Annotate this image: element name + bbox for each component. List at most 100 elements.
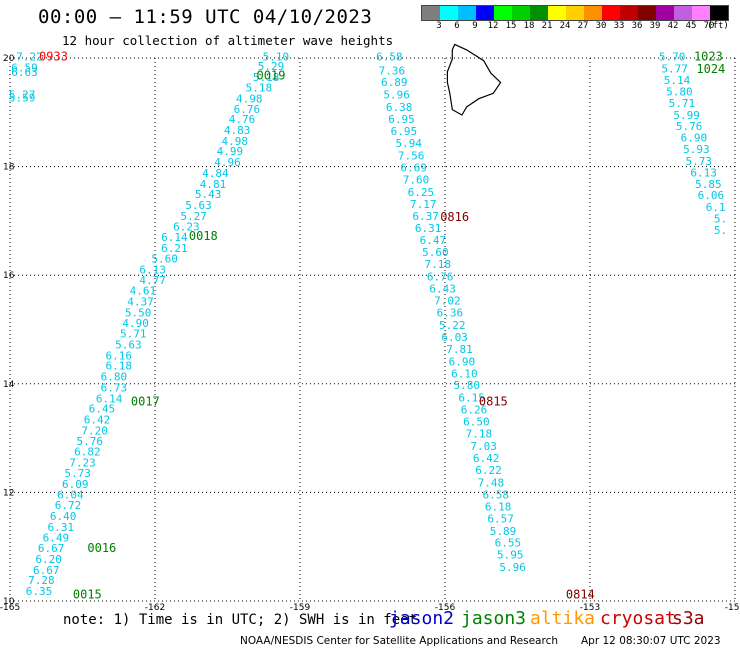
wave-height-value: 6.42 <box>473 452 500 465</box>
wave-height-value: 4.98 <box>236 93 263 106</box>
wave-height-value: 7.18 <box>466 428 493 441</box>
wave-height-value: 6.55 <box>495 537 522 550</box>
wave-height-value: 6.49 <box>43 531 70 544</box>
colorbar-tick-label: 3 <box>436 21 442 31</box>
mission-altika: altika <box>530 608 596 629</box>
pass-time-label: 0933 <box>39 50 68 64</box>
wave-height-value: 6.10 <box>451 367 478 380</box>
wave-height-value: 4.84 <box>202 167 229 180</box>
wave-height-value: 6.63 <box>11 66 38 79</box>
wave-height-value: 6.06 <box>698 189 725 202</box>
wave-height-colorbar <box>421 5 729 21</box>
wave-height-value: 7.20 <box>81 424 108 437</box>
wave-height-value: 4.83 <box>224 124 251 137</box>
wave-height-value: 6.40 <box>50 510 77 523</box>
mission-cryosat: cryosat <box>600 608 676 629</box>
wave-height-value: 6.58 <box>376 51 403 64</box>
wave-height-value: 5. <box>714 213 727 226</box>
colorbar-tick-label: 9 <box>472 21 478 31</box>
credit-line: NOAA/NESDIS Center for Satellite Applica… <box>240 635 558 647</box>
wave-height-value: 6.80 <box>101 371 128 384</box>
pass-time-label: 0019 <box>257 69 286 83</box>
wave-height-value: 5.10 <box>263 51 290 64</box>
colorbar-swatch <box>620 6 638 20</box>
wave-height-value: 6.43 <box>429 283 456 296</box>
wave-height-value: 5.60 <box>422 246 449 259</box>
wave-height-value: 4.77 <box>139 274 166 287</box>
wave-height-value: 4.99 <box>217 145 244 158</box>
wave-height-value: 7.02 <box>434 295 461 308</box>
colorbar-swatch <box>422 6 440 20</box>
pass-time-label: 1024 <box>696 62 725 76</box>
wave-height-value: 6.21 <box>161 242 188 255</box>
wave-height-value: 7.81 <box>446 343 473 356</box>
wave-height-value: 5.95 <box>497 549 524 562</box>
wave-height-value: 6.57 <box>487 512 514 525</box>
wave-height-value: 6.14 <box>96 392 123 405</box>
wave-height-value: 7.36 <box>379 64 406 77</box>
wave-height-value: 5.63 <box>185 199 212 212</box>
wave-height-value: 6.38 <box>386 101 413 114</box>
pass-time-label: 0017 <box>131 395 160 409</box>
wave-height-value: 5.93 <box>683 143 710 156</box>
colorbar-tick-label: 21 <box>541 21 553 31</box>
wave-height-value: 6.14 <box>161 231 188 244</box>
satellite-tracks: 5.105.295.185.184.986.764.764.834.984.99… <box>9 50 727 602</box>
colorbar-tick-label: 42 <box>667 21 679 31</box>
pass-time-label: 0815 <box>479 395 508 409</box>
latitude-label: 10 <box>3 597 15 607</box>
colorbar-swatch <box>638 6 656 20</box>
colorbar-swatch <box>602 6 620 20</box>
wave-height-value: 6.35 <box>26 585 53 598</box>
pass-time-label: 1023 <box>694 50 723 64</box>
wave-height-value: 6.04 <box>57 488 84 501</box>
wave-height-value: 6.09 <box>62 478 89 491</box>
wave-height-value: 7.23 <box>69 456 96 469</box>
longitude-label: -153 <box>580 603 600 613</box>
colorbar-tick-label: 6 <box>454 21 460 31</box>
hawaii-coastline <box>446 43 502 116</box>
wave-height-value: 6.37 <box>412 210 439 223</box>
wave-height-value: 5.80 <box>666 85 693 98</box>
colorbar-swatch <box>584 6 602 20</box>
colorbar-tick-label: 18 <box>523 21 535 31</box>
colorbar-swatch <box>548 6 566 20</box>
wave-height-value: 6.36 <box>437 306 464 319</box>
pass-time-label: 0016 <box>87 541 116 555</box>
colorbar-tick-label: (ft) <box>707 21 729 31</box>
colorbar-tick-label: 12 <box>487 21 499 31</box>
wave-height-value: 4.81 <box>200 178 227 191</box>
wave-height-value: 6.69 <box>400 161 427 174</box>
colorbar-tick-label: 70 <box>703 21 715 31</box>
wave-height-value: 7.60 <box>403 173 430 186</box>
wave-height-value: 5.27 <box>9 89 36 102</box>
colorbar-swatch <box>512 6 530 20</box>
wave-height-value: 6.67 <box>33 564 60 577</box>
wave-height-value: 6.03 <box>441 331 468 344</box>
track-far-west: 7.226.596.63 5.275.59 0933 <box>9 50 68 105</box>
colorbar-tick-label: 15 <box>505 21 517 31</box>
track-east: 5.705.775.145.805.715.995.766.905.935.73… <box>659 50 727 237</box>
wave-height-value: 4.76 <box>229 113 256 126</box>
map-title: 00:00 — 11:59 UTC 04/10/2023 <box>38 6 373 28</box>
wave-height-value: 5.14 <box>664 74 691 87</box>
mission-jason2: jason2 <box>389 608 455 629</box>
colorbar-swatch <box>692 6 710 20</box>
wave-height-value: 5.89 <box>490 525 517 538</box>
wave-height-value: 6.26 <box>461 404 488 417</box>
wave-height-value: 5.85 <box>695 178 722 191</box>
wave-height-value: 5.18 <box>246 82 273 95</box>
wave-height-value: 7.28 <box>28 574 55 587</box>
wave-height-value: 5.63 <box>115 339 142 352</box>
wave-height-value: 4.61 <box>130 285 157 298</box>
colorbar-tick-label: 39 <box>649 21 661 31</box>
wave-height-value: 6.42 <box>84 413 111 426</box>
wave-height-value: 5.99 <box>673 109 700 122</box>
longitude-label: -159 <box>290 603 311 613</box>
colorbar-swatch <box>530 6 548 20</box>
wave-height-value: 6.95 <box>391 125 418 138</box>
wave-height-value: 4.37 <box>127 296 154 309</box>
wave-height-value: 6.13 <box>139 264 166 277</box>
wave-height-value: 5.71 <box>669 97 696 110</box>
